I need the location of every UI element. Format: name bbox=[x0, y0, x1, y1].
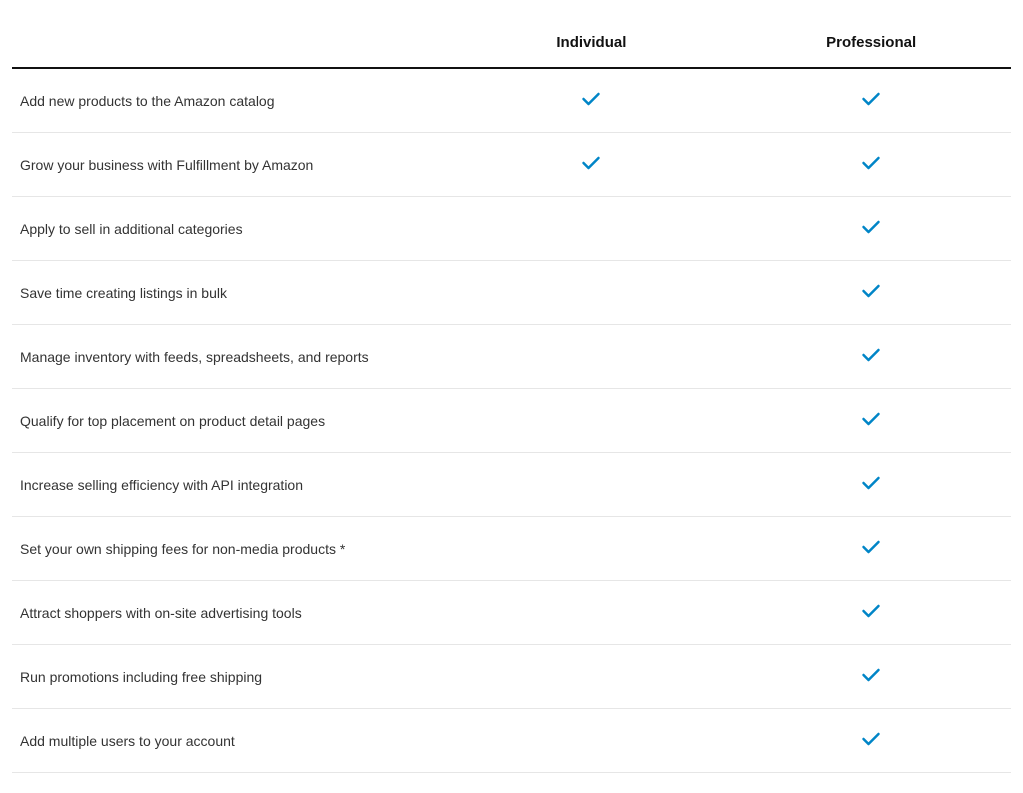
table-row: Attract shoppers with on-site advertisin… bbox=[12, 581, 1011, 645]
individual-cell bbox=[452, 68, 732, 133]
individual-cell bbox=[452, 389, 732, 453]
professional-cell bbox=[731, 261, 1011, 325]
check-icon bbox=[861, 411, 881, 427]
table-row: Increase selling efficiency with API int… bbox=[12, 453, 1011, 517]
individual-cell bbox=[452, 197, 732, 261]
feature-label: Manage inventory with feeds, spreadsheet… bbox=[12, 325, 452, 389]
table-row: Set your own shipping fees for non-media… bbox=[12, 517, 1011, 581]
feature-label: Add multiple users to your account bbox=[12, 709, 452, 773]
column-header-feature bbox=[12, 20, 452, 68]
check-icon bbox=[861, 347, 881, 363]
professional-cell bbox=[731, 68, 1011, 133]
professional-cell bbox=[731, 197, 1011, 261]
table-row: Add multiple users to your account bbox=[12, 709, 1011, 773]
check-icon bbox=[861, 667, 881, 683]
check-icon bbox=[861, 731, 881, 747]
check-icon bbox=[861, 155, 881, 171]
professional-cell bbox=[731, 517, 1011, 581]
check-icon bbox=[861, 539, 881, 555]
feature-label: Qualify for top placement on product det… bbox=[12, 389, 452, 453]
table-row: Grow your business with Fulfillment by A… bbox=[12, 133, 1011, 197]
plan-comparison-table: Individual Professional Add new products… bbox=[12, 20, 1011, 773]
feature-label: Apply to sell in additional categories bbox=[12, 197, 452, 261]
professional-cell bbox=[731, 645, 1011, 709]
check-icon bbox=[581, 91, 601, 107]
professional-cell bbox=[731, 389, 1011, 453]
individual-cell bbox=[452, 645, 732, 709]
table-row: Save time creating listings in bulk bbox=[12, 261, 1011, 325]
table-row: Manage inventory with feeds, spreadsheet… bbox=[12, 325, 1011, 389]
individual-cell bbox=[452, 453, 732, 517]
professional-cell bbox=[731, 133, 1011, 197]
feature-label: Increase selling efficiency with API int… bbox=[12, 453, 452, 517]
individual-cell bbox=[452, 517, 732, 581]
check-icon bbox=[861, 603, 881, 619]
column-header-individual: Individual bbox=[452, 20, 732, 68]
table-row: Apply to sell in additional categories bbox=[12, 197, 1011, 261]
check-icon bbox=[861, 283, 881, 299]
feature-label: Add new products to the Amazon catalog bbox=[12, 68, 452, 133]
check-icon bbox=[581, 155, 601, 171]
individual-cell bbox=[452, 581, 732, 645]
table-header-row: Individual Professional bbox=[12, 20, 1011, 68]
professional-cell bbox=[731, 581, 1011, 645]
individual-cell bbox=[452, 709, 732, 773]
table-row: Run promotions including free shipping bbox=[12, 645, 1011, 709]
feature-label: Set your own shipping fees for non-media… bbox=[12, 517, 452, 581]
check-icon bbox=[861, 475, 881, 491]
feature-label: Save time creating listings in bulk bbox=[12, 261, 452, 325]
table-row: Qualify for top placement on product det… bbox=[12, 389, 1011, 453]
check-icon bbox=[861, 219, 881, 235]
feature-label: Attract shoppers with on-site advertisin… bbox=[12, 581, 452, 645]
table-body: Add new products to the Amazon catalogGr… bbox=[12, 68, 1011, 773]
professional-cell bbox=[731, 325, 1011, 389]
table-row: Add new products to the Amazon catalog bbox=[12, 68, 1011, 133]
professional-cell bbox=[731, 453, 1011, 517]
check-icon bbox=[861, 91, 881, 107]
feature-label: Grow your business with Fulfillment by A… bbox=[12, 133, 452, 197]
feature-label: Run promotions including free shipping bbox=[12, 645, 452, 709]
professional-cell bbox=[731, 709, 1011, 773]
individual-cell bbox=[452, 261, 732, 325]
column-header-professional: Professional bbox=[731, 20, 1011, 68]
individual-cell bbox=[452, 325, 732, 389]
individual-cell bbox=[452, 133, 732, 197]
